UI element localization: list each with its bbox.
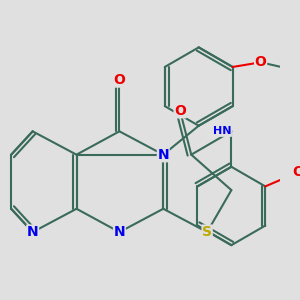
Text: N: N (114, 225, 125, 239)
Text: O: O (255, 55, 267, 69)
Text: S: S (202, 225, 212, 239)
Text: O: O (292, 165, 300, 179)
Text: HN: HN (213, 126, 231, 136)
Text: O: O (174, 104, 186, 118)
Text: N: N (27, 225, 38, 239)
Text: N: N (158, 148, 169, 162)
Text: O: O (113, 73, 125, 87)
